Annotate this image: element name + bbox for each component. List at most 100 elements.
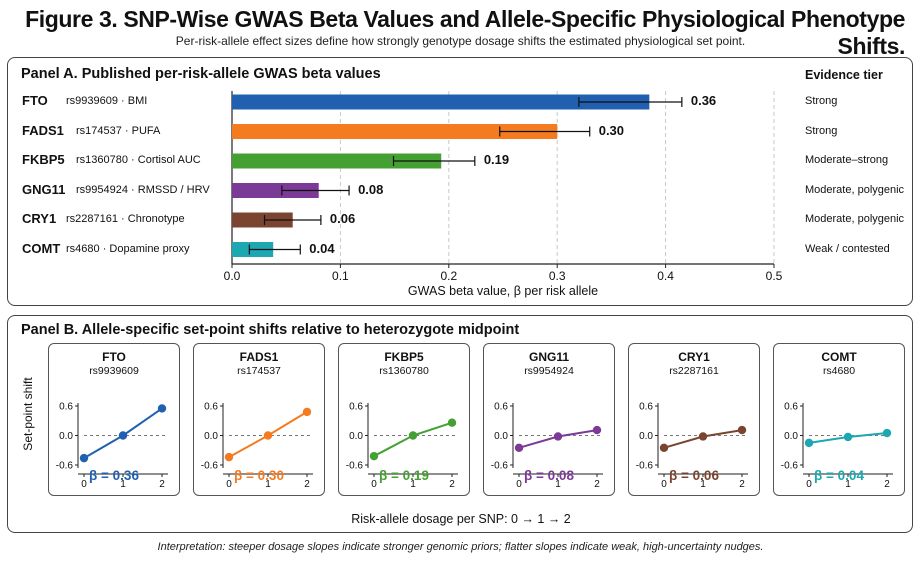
- panel-beta-label: β = 0.36: [89, 468, 139, 483]
- dosage-x-label: Risk-allele dosage per SNP: 0 → 1 → 2: [351, 512, 571, 526]
- panel-snp-label: rs2287161: [669, 365, 719, 377]
- figure-title: Figure 3. SNP-Wise GWAS Beta Values and …: [25, 6, 905, 59]
- row-snp-label: rs4680 · Dopamine proxy: [66, 242, 190, 255]
- dosage-panel-fkbp5: 0.6 0.0 -0.6 0 1 2 FKBP5 rs1360780 β = 0.19: [338, 343, 470, 496]
- y-tick-label: 0.6: [59, 402, 73, 413]
- dosage-panel-cry1: 0.6 0.0 -0.6 0 1 2 CRY1 rs2287161 β = 0.06: [628, 343, 760, 496]
- bar-value-label: 0.19: [483, 152, 510, 167]
- x-tick-label: 0: [661, 479, 667, 490]
- data-point: [804, 438, 814, 448]
- x-tick-label: 2: [594, 479, 600, 490]
- bar-cry1: [232, 212, 293, 228]
- panel-beta-label: β = 0.19: [379, 468, 429, 483]
- row-gene-label: FADS1: [22, 122, 64, 138]
- row-snp-label: rs1360780 · Cortisol AUC: [76, 154, 201, 166]
- row-snp-label: rs2287161 · Chronotype: [66, 213, 185, 225]
- data-point: [882, 428, 892, 438]
- panel-a-title: Panel A. Published per-risk-allele GWAS …: [21, 66, 381, 82]
- dosage-panel-gng11: 0.6 0.0 -0.6 0 1 2 GNG11 rs9954924 β = 0.08: [483, 343, 615, 496]
- panel-snp-label: rs174537: [237, 365, 281, 377]
- panel-snp-label: rs1360780: [379, 365, 429, 377]
- y-tick-label: 0.0: [204, 431, 218, 442]
- row-evidence-tier: Moderate–strong: [805, 154, 889, 166]
- panel-beta-label: β = 0.08: [524, 468, 574, 483]
- x-tick-label: 1: [700, 479, 706, 490]
- dosage-plot: 0.6 0.0 -0.6 0 1 2: [781, 402, 893, 490]
- bar-fads1: [232, 124, 558, 139]
- y-tick-label: -0.6: [491, 461, 509, 472]
- panel-gene-label: GNG11: [528, 350, 570, 364]
- data-point: [843, 432, 853, 442]
- data-point: [592, 425, 602, 435]
- dosage-panel-comt: 0.6 0.0 -0.6 0 1 2 COMT rs4680 β = 0.04: [773, 343, 905, 496]
- data-point: [302, 407, 312, 417]
- x-tick-label: 1: [265, 479, 271, 490]
- row-snp-label: rs9954924 · RMSSD / HRV: [76, 183, 210, 196]
- panel-beta-label: β = 0.30: [234, 468, 284, 483]
- dosage-plot: 0.6 0.0 -0.6 0 1 2: [346, 402, 458, 490]
- y-tick-label: 0.6: [204, 402, 218, 413]
- x-tick-label: 0: [81, 479, 87, 490]
- data-point: [224, 452, 234, 462]
- data-point: [737, 425, 747, 435]
- row-evidence-tier: Strong: [805, 95, 838, 107]
- panel-gene-label: FADS1: [239, 350, 279, 364]
- panel-beta-label: β = 0.04: [814, 468, 864, 483]
- row-evidence-tier: Moderate, polygenic: [805, 183, 905, 196]
- x-tick-label: 0: [806, 479, 812, 490]
- row-gene-label: CRY1: [22, 211, 57, 226]
- panel-b-title: Panel B. Allele-specific set-point shift…: [21, 322, 520, 338]
- panel-snp-label: rs4680: [822, 365, 856, 377]
- dosage-plot: 0.6 0.0 -0.6 0 1 2: [491, 402, 603, 490]
- row-evidence-tier: Weak / contested: [805, 242, 890, 255]
- bar-value-label: 0.30: [598, 122, 625, 138]
- x-tick-label: 2: [739, 479, 745, 490]
- x-tick-label: 0.3: [548, 269, 566, 283]
- data-point: [408, 431, 418, 440]
- panel-a: Panel A. Published per-risk-allele GWAS …: [7, 57, 913, 306]
- row-evidence-tier: Strong: [805, 124, 838, 137]
- data-point: [263, 431, 273, 440]
- y-tick-label: 0.6: [639, 402, 653, 413]
- x-tick-label: 1: [845, 479, 851, 490]
- y-tick-label: 0.0: [59, 431, 73, 442]
- row-gene-label: GNG11: [22, 181, 66, 197]
- x-tick-label: 0.2: [440, 269, 458, 283]
- data-point: [447, 418, 457, 427]
- x-tick-label: 0.0: [223, 269, 241, 283]
- bar-fkbp5: [232, 153, 442, 169]
- data-point: [698, 432, 708, 441]
- row-gene-label: COMT: [22, 240, 61, 256]
- panel-gene-label: FTO: [102, 350, 126, 364]
- x-tick-label: 0: [516, 479, 522, 490]
- dosage-plot: 0.6 0.0 -0.6 0 1 2: [636, 402, 748, 490]
- data-point: [79, 453, 89, 463]
- x-tick-label: 0.5: [765, 269, 783, 283]
- y-tick-label: 0.0: [784, 431, 798, 442]
- dosage-plot: 0.6 0.0 -0.6 0 1 2: [201, 402, 313, 490]
- evidence-tier-header: Evidence tier: [805, 68, 883, 82]
- panel-gene-label: FKBP5: [384, 350, 424, 364]
- y-tick-label: 0.0: [494, 431, 508, 442]
- data-point: [369, 451, 379, 461]
- row-snp-label: rs174537 · PUFA: [76, 124, 161, 137]
- bar-value-label: 0.36: [690, 93, 717, 108]
- dosage-plot: 0.6 0.0 -0.6 0 1 2: [56, 402, 168, 490]
- bar-value-label: 0.06: [329, 211, 356, 226]
- row-snp-label: rs9939609 · BMI: [66, 95, 148, 107]
- row-gene-label: FKBP5: [22, 152, 65, 167]
- data-point: [659, 443, 669, 452]
- x-tick-label: 2: [884, 479, 890, 490]
- y-tick-label: 0.6: [494, 402, 508, 413]
- dosage-panel-fads1: 0.6 0.0 -0.6 0 1 2 FADS1 rs174537 β = 0.30: [193, 343, 325, 496]
- bar-value-label: 0.08: [358, 181, 384, 197]
- x-tick-label: 2: [159, 479, 165, 490]
- x-tick-label: 2: [304, 479, 310, 490]
- y-tick-label: -0.6: [346, 461, 364, 472]
- bar-fto: [232, 94, 650, 110]
- y-tick-label: 0.0: [639, 431, 653, 442]
- figure-subtitle: Per-risk-allele effect sizes define how …: [175, 34, 746, 48]
- x-tick-label: 1: [555, 479, 561, 490]
- x-tick-label: 1: [120, 479, 126, 490]
- x-tick-label: 0.1: [332, 269, 349, 283]
